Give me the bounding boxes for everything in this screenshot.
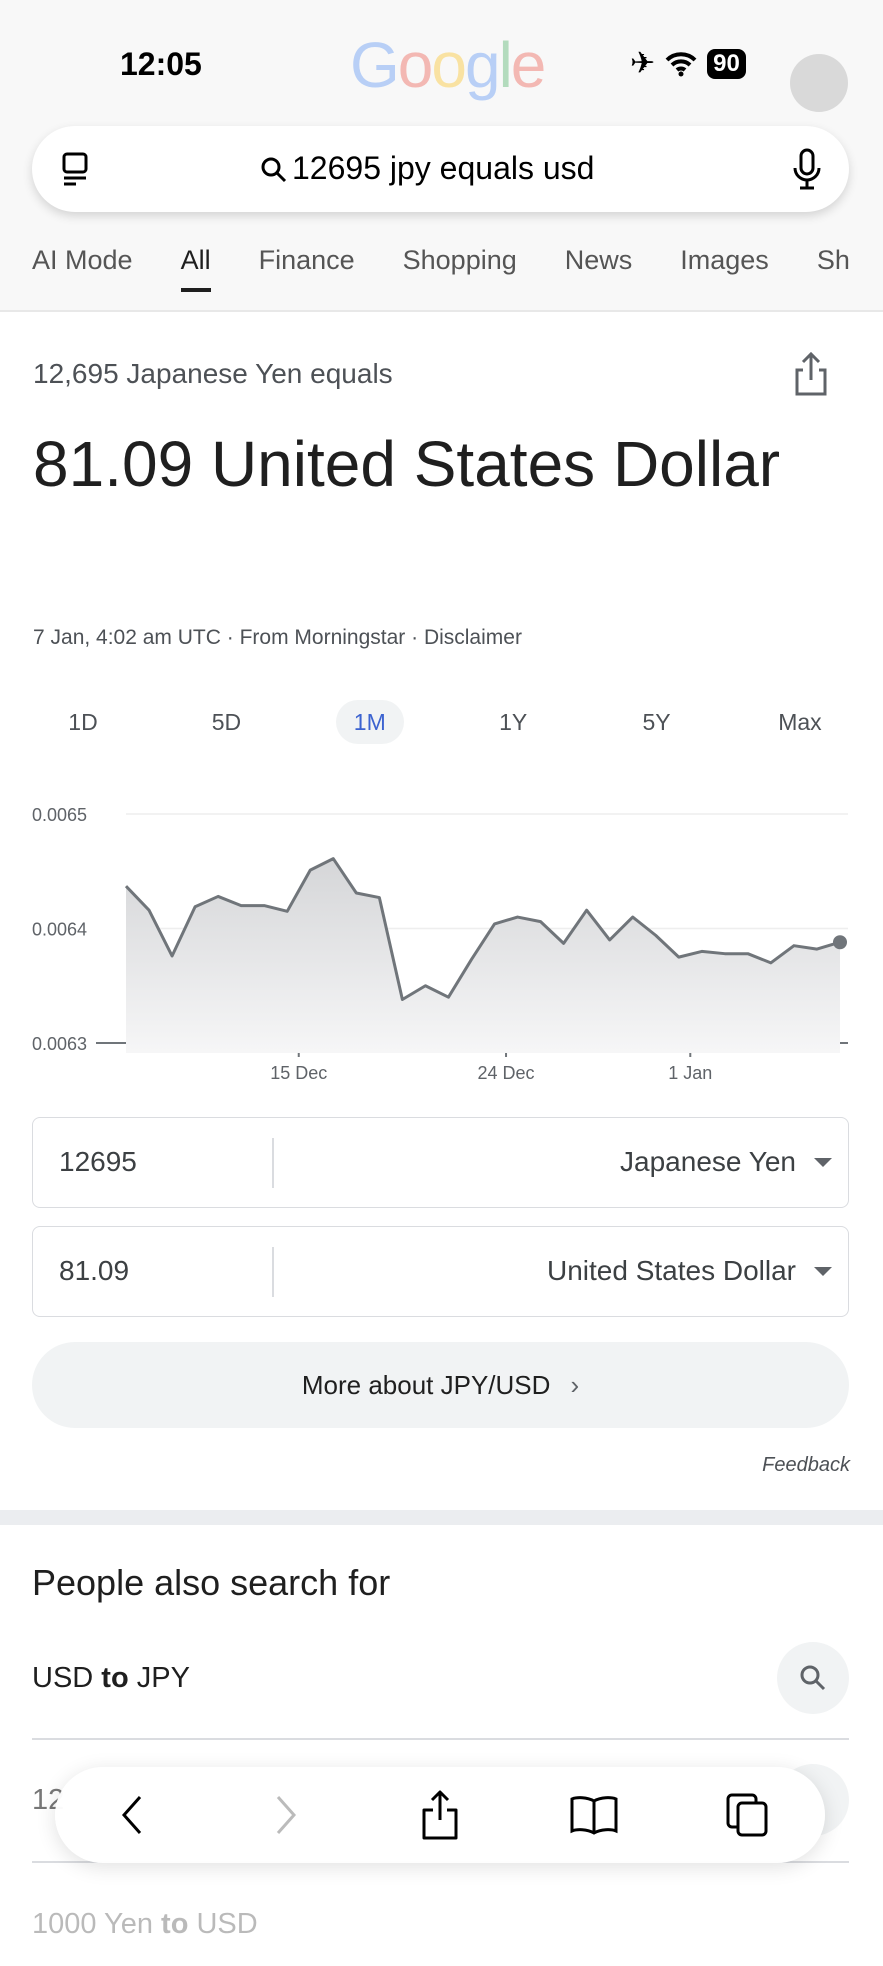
to-amount-input[interactable]: 81.09 (59, 1255, 130, 1286)
tab-shopping[interactable]: Shopping (402, 245, 517, 275)
to-currency-select[interactable]: United States Dollar (546, 1255, 796, 1286)
range-1d[interactable]: 1D (68, 708, 98, 735)
search-input[interactable]: 12695 jpy equals usd (292, 150, 595, 186)
tab-all[interactable]: All (180, 245, 211, 292)
suggestion-item[interactable]: 1000 Yen to USD (32, 1880, 849, 1966)
conversion-subtitle: 12,695 Japanese Yen equals (33, 358, 393, 389)
suggestion-item[interactable]: USD to JPY (32, 1634, 849, 1720)
tab-ai-mode[interactable]: AI Mode (32, 245, 133, 275)
y-tick-label: 0.0063 (32, 1034, 87, 1054)
from-currency-row: 12695 Japanese Yen (32, 1117, 849, 1208)
range-1y[interactable]: 1Y (499, 708, 528, 735)
search-icon[interactable] (777, 1642, 849, 1714)
x-tick-label: 15 Dec (270, 1063, 327, 1083)
to-currency-row: 81.09 United States Dollar (32, 1226, 849, 1317)
search-bar[interactable]: 12695 jpy equals usd (32, 126, 849, 212)
range-1m[interactable]: 1M (335, 700, 404, 744)
search-tabs: AI Mode All Finance Shopping News Images… (32, 245, 883, 292)
suggestion-bold: to (161, 1908, 189, 1940)
status-icons: ✈ 90 (630, 46, 746, 81)
y-tick-label: 0.0065 (32, 805, 87, 825)
section-divider (0, 1510, 883, 1525)
wifi-icon (665, 51, 697, 76)
chart-area (126, 858, 840, 1053)
conversion-result: 81.09 United States Dollar (33, 428, 781, 500)
range-max[interactable]: Max (778, 708, 822, 735)
browser-toolbar (55, 1767, 825, 1863)
tab-news[interactable]: News (564, 245, 633, 275)
share-icon[interactable] (405, 1780, 475, 1850)
y-tick-label: 0.0064 (32, 920, 87, 940)
avatar[interactable] (790, 54, 848, 112)
search-icon (261, 157, 287, 183)
range-selector: 1D 5D 1M 1Y 5Y Max (33, 700, 850, 744)
suggestion-text: USD (188, 1908, 258, 1940)
divider (272, 1138, 274, 1188)
chevron-down-icon[interactable] (814, 1158, 832, 1167)
people-also-search-title: People also search for (32, 1562, 391, 1603)
range-5d[interactable]: 5D (211, 708, 242, 735)
from-amount-input[interactable]: 12695 (59, 1146, 137, 1177)
google-logo[interactable]: Google (350, 29, 546, 101)
x-tick-label: 24 Dec (478, 1063, 535, 1083)
range-5y[interactable]: 5Y (642, 708, 671, 735)
current-value-dot (833, 935, 847, 950)
divider (272, 1247, 274, 1297)
tabs-overview-icon[interactable] (60, 152, 90, 186)
suggestion-text: USD (32, 1662, 102, 1694)
exchange-rate-chart[interactable]: 0.0065 0.0064 0.0063 15 Dec 24 Dec 1 Jan (0, 780, 883, 1090)
more-about-button[interactable]: More about JPY/USD › (32, 1342, 849, 1428)
airplane-icon: ✈ (630, 47, 656, 80)
from-currency-select[interactable]: Japanese Yen (620, 1146, 796, 1177)
x-tick-label: 1 Jan (668, 1063, 712, 1083)
suggestion-text: JPY (128, 1662, 190, 1694)
tab-finance[interactable]: Finance (258, 245, 355, 275)
source-line: 7 Jan, 4:02 am UTC · From Morningstar · … (33, 626, 522, 649)
bookmarks-icon[interactable] (559, 1780, 629, 1850)
chevron-down-icon[interactable] (814, 1267, 832, 1276)
divider (32, 1738, 849, 1740)
feedback-link[interactable]: Feedback (762, 1454, 850, 1476)
tabs-icon[interactable] (713, 1780, 783, 1850)
tab-more[interactable]: Sh (816, 245, 850, 275)
chevron-right-icon: › (570, 1369, 580, 1400)
suggestion-bold: to (101, 1662, 129, 1694)
chart-line (124, 857, 841, 1001)
suggestion-text: 1000 Yen (32, 1908, 162, 1940)
tab-images[interactable]: Images (680, 245, 769, 275)
microphone-icon[interactable] (792, 148, 822, 190)
share-icon[interactable] (793, 352, 829, 396)
back-icon[interactable] (97, 1780, 167, 1850)
more-about-label: More about JPY/USD (301, 1369, 551, 1400)
forward-icon[interactable] (251, 1780, 321, 1850)
clock: 12:05 (120, 46, 202, 82)
battery-indicator: 90 (707, 48, 746, 79)
